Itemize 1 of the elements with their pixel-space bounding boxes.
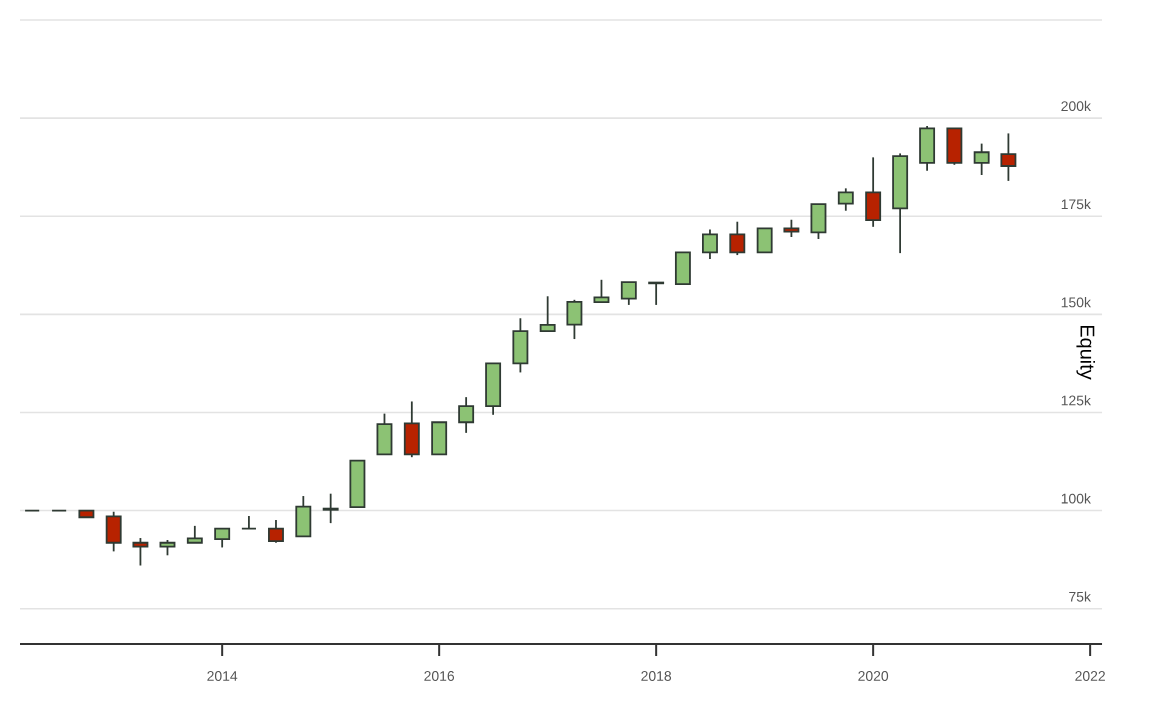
y-axis-title: Equity: [1076, 325, 1095, 380]
